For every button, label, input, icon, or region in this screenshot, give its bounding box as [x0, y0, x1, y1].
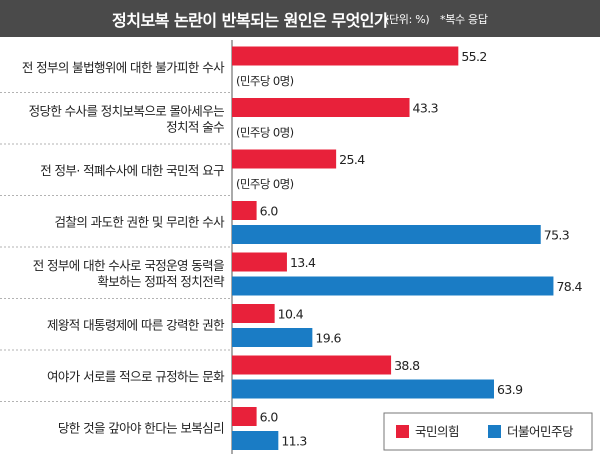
category-label: 전 정부의 불법행위에 대한 불가피한 수사	[22, 60, 225, 75]
bar-dem	[232, 379, 494, 399]
value-label: 25.4	[339, 152, 365, 167]
bar-dem	[232, 328, 313, 347]
zero-note-label: (민주당 0명)	[236, 177, 294, 191]
value-label: 38.8	[394, 358, 420, 373]
category-label: 전 정부· 적폐수사에 대한 국민적 요구	[40, 163, 224, 178]
category-label: 검찰의 과도한 권한 및 무리한 수사	[55, 215, 226, 230]
value-label: 13.4	[290, 255, 316, 270]
value-label: 19.6	[315, 331, 341, 346]
multiple-response-note: *복수 응답	[440, 13, 488, 26]
bar-ppp	[232, 304, 275, 323]
bar-ppp	[232, 407, 257, 426]
zero-note-label: (민주당 0명)	[236, 126, 294, 140]
zero-note-label: (민주당 0명)	[236, 74, 294, 88]
value-label: 55.2	[461, 49, 486, 64]
value-label: 6.0	[260, 204, 279, 219]
value-label: 11.3	[281, 434, 306, 449]
category-label: 여야가 서로를 적으로 규정하는 문화	[47, 369, 225, 384]
legend-label: 더불어민주당	[507, 424, 574, 439]
value-label: 75.3	[544, 228, 569, 243]
bar-ppp	[232, 46, 459, 66]
bar-ppp	[232, 252, 287, 272]
category-label: 정당한 수사를 정치보복으로 몰아세우는	[29, 104, 225, 119]
category-label: 전 정부에 대한 수사로 국정운영 동력을	[33, 258, 224, 273]
bar-dem	[232, 431, 279, 450]
category-label: 확보하는 정파적 정치전략	[97, 274, 225, 289]
category-label: 정치적 술수	[166, 120, 224, 135]
value-label: 78.4	[556, 279, 582, 294]
chart-header: 정치보복 논란이 반복되는 원인은 무엇인가 (단위: %) *복수 응답	[0, 0, 600, 37]
bar-ppp	[232, 355, 392, 375]
legend-swatch-dem	[488, 425, 501, 438]
unit-note: (단위: %)	[385, 13, 430, 26]
bar-dem	[232, 225, 541, 244]
chart-title: 정치보복 논란이 반복되는 원인은 무엇인가	[112, 11, 389, 30]
bar-ppp	[232, 98, 410, 117]
category-label: 당한 것을 갚아야 한다는 보복심리	[58, 421, 224, 436]
bar-ppp	[232, 201, 257, 220]
category-label: 제왕적 대통령제에 따른 강력한 권한	[47, 318, 225, 333]
legend-swatch-ppp	[396, 425, 409, 438]
bar-dem	[232, 276, 554, 296]
legend-label: 국민의힘	[415, 424, 459, 439]
value-label: 10.4	[278, 307, 304, 322]
value-label: 6.0	[260, 410, 279, 425]
bar-ppp	[232, 149, 337, 169]
value-label: 43.3	[413, 101, 438, 116]
value-label: 63.9	[497, 382, 523, 397]
